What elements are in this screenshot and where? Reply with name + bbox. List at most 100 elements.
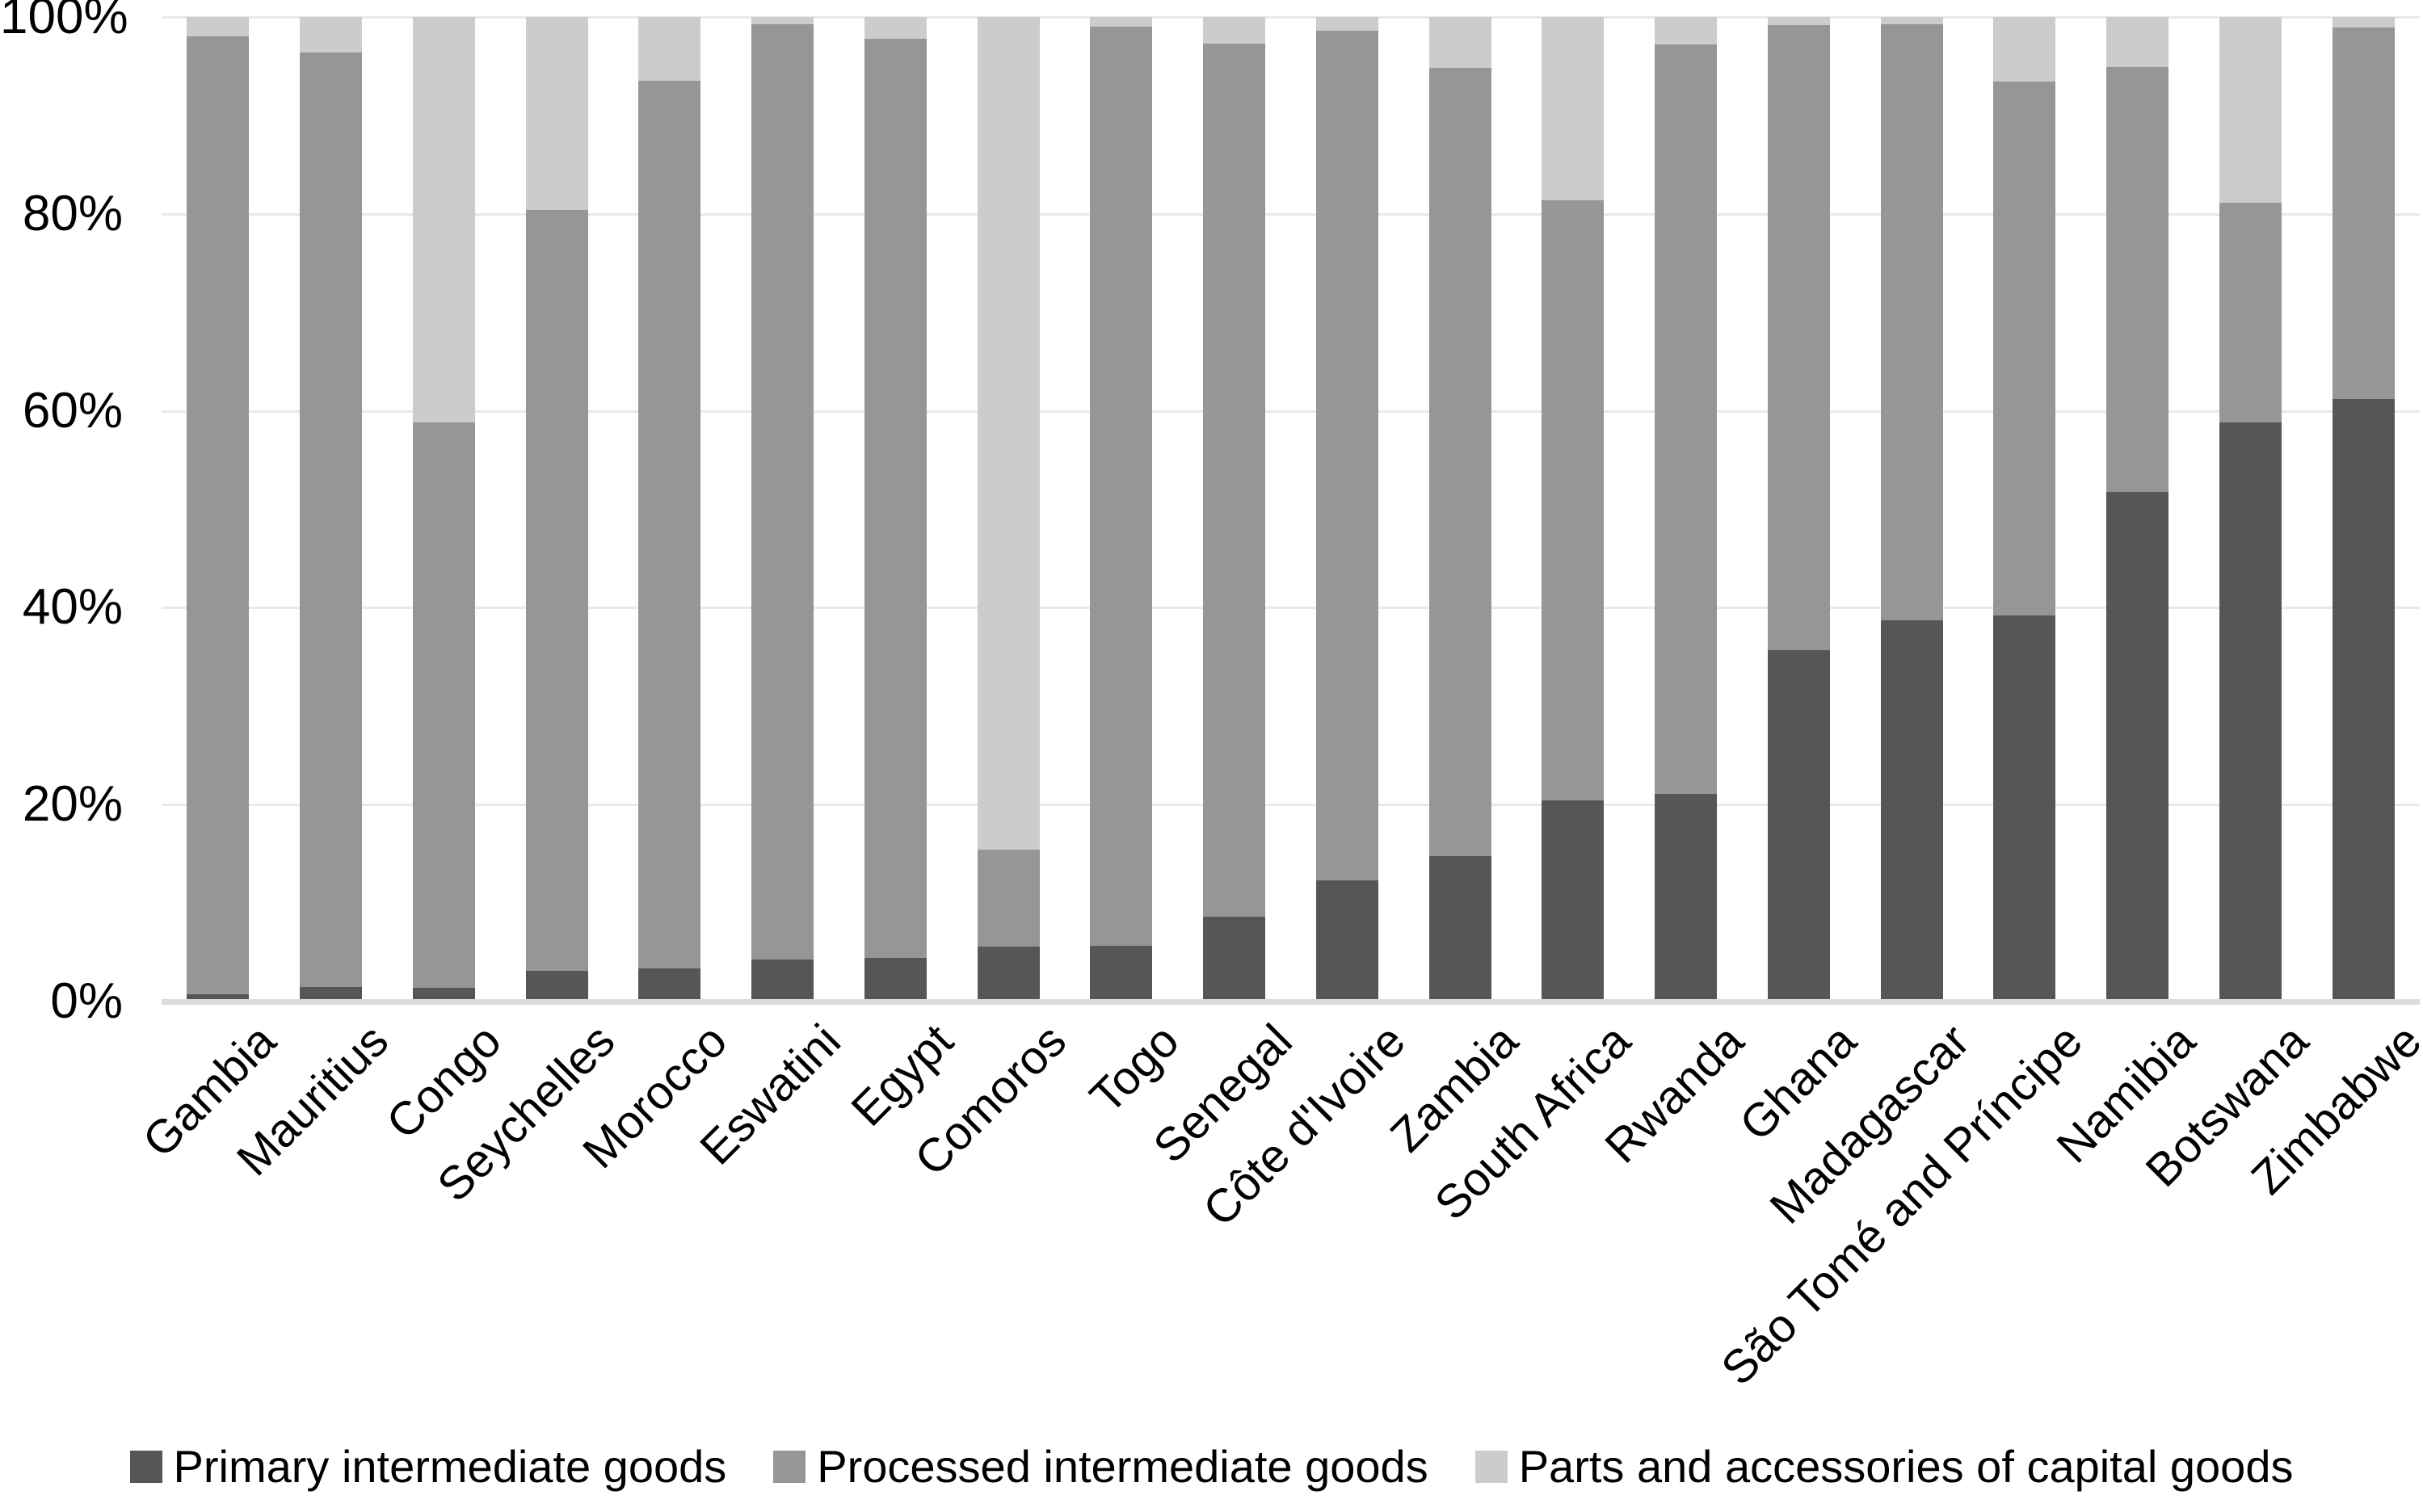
bar-segment-processed xyxy=(1203,43,1266,918)
bar-column-17 xyxy=(2081,17,2194,1002)
bar-segment-processed xyxy=(187,36,250,995)
bar-column-7 xyxy=(952,17,1065,1002)
y-axis-tick-label: 20% xyxy=(22,776,123,833)
bar-segment-parts xyxy=(751,17,814,24)
bar-segment-primary xyxy=(1203,917,1266,1002)
bar-segment-primary xyxy=(1993,615,2056,1002)
bar-segment-primary xyxy=(1655,793,1718,1002)
bar-segment-parts xyxy=(187,17,250,37)
bar-segment-parts xyxy=(1203,17,1266,44)
stacked-bar xyxy=(300,17,363,1002)
stacked-bar xyxy=(638,17,701,1002)
bar-column-11 xyxy=(1403,17,1516,1002)
legend: Primary intermediate goods Processed inte… xyxy=(0,1443,2423,1491)
bar-segment-processed xyxy=(525,209,588,972)
bar-segment-primary xyxy=(2332,398,2395,1002)
stacked-bar xyxy=(1428,17,1491,1002)
bar-segment-primary xyxy=(525,971,588,1002)
bar-segment-parts xyxy=(864,17,927,39)
bar-column-8 xyxy=(1065,17,1178,1002)
bar-segment-processed xyxy=(412,422,475,988)
bar-segment-parts xyxy=(2106,17,2169,68)
bar-segment-processed xyxy=(864,38,927,959)
legend-label: Parts and accessories of capital goods xyxy=(1518,1441,2294,1492)
stacked-bar xyxy=(1090,17,1153,1002)
bar-segment-processed xyxy=(1315,31,1378,881)
stacked-bar xyxy=(2106,17,2169,1002)
bar-segment-processed xyxy=(638,81,701,968)
bar-segment-primary xyxy=(977,946,1040,1002)
legend-swatch-icon xyxy=(773,1451,806,1483)
bar-segment-primary xyxy=(300,986,363,1002)
x-axis-line xyxy=(162,999,2420,1005)
y-axis-tick-label: 100% xyxy=(0,0,128,44)
legend-label: Primary intermediate goods xyxy=(173,1441,727,1492)
bar-segment-processed xyxy=(977,850,1040,947)
bar-segment-primary xyxy=(1542,800,1605,1002)
stacked-bar xyxy=(1315,17,1378,1002)
legend-swatch-icon xyxy=(129,1451,162,1483)
stacked-bar xyxy=(751,17,814,1002)
y-axis-tick-label: 40% xyxy=(22,579,123,636)
bar-segment-primary xyxy=(638,968,701,1002)
stacked-bar xyxy=(525,17,588,1002)
bar-segment-primary xyxy=(2106,491,2169,1002)
bar-segment-parts xyxy=(638,17,701,82)
bar-segment-processed xyxy=(751,23,814,960)
y-axis-tick-label: 0% xyxy=(50,973,123,1029)
gridline-100 xyxy=(162,16,2420,19)
bar-segment-parts xyxy=(1655,17,1718,45)
bar-segment-parts xyxy=(412,17,475,423)
gridline-80 xyxy=(162,212,2420,216)
bar-segment-primary xyxy=(187,994,250,1002)
bar-column-14 xyxy=(1743,17,1856,1002)
bar-segment-processed xyxy=(2332,27,2395,399)
legend-label: Processed intermediate goods xyxy=(817,1441,1428,1492)
plot-area xyxy=(162,16,2420,1002)
stacked-bar xyxy=(2332,17,2395,1002)
bar-column-4 xyxy=(613,17,726,1002)
bar-segment-parts xyxy=(1090,17,1153,27)
bar-column-12 xyxy=(1516,17,1630,1002)
bar-segment-parts xyxy=(2219,17,2282,204)
bar-column-10 xyxy=(1291,17,1404,1002)
legend-swatch-icon xyxy=(1474,1451,1508,1483)
bar-segment-processed xyxy=(1880,23,1943,621)
bar-segment-processed xyxy=(300,52,363,987)
bars-container xyxy=(162,17,2420,1002)
bar-segment-processed xyxy=(1428,68,1491,856)
bar-segment-parts xyxy=(1542,17,1605,200)
stacked-bar xyxy=(1203,17,1266,1002)
bar-segment-parts xyxy=(1880,17,1943,24)
bar-column-3 xyxy=(500,17,613,1002)
y-axis-tick-label: 80% xyxy=(22,185,123,242)
legend-item-primary: Primary intermediate goods xyxy=(129,1441,727,1492)
bar-segment-parts xyxy=(1315,17,1378,32)
bar-segment-parts xyxy=(2332,17,2395,28)
bar-column-18 xyxy=(2194,17,2307,1002)
stacked-bar xyxy=(412,17,475,1002)
bar-column-9 xyxy=(1178,17,1291,1002)
stacked-bar xyxy=(187,17,250,1002)
bar-segment-primary xyxy=(1880,620,1943,1002)
bar-segment-processed xyxy=(1993,82,2056,616)
bar-segment-processed xyxy=(1090,27,1153,946)
gridline-60 xyxy=(162,410,2420,413)
bar-segment-parts xyxy=(1993,17,2056,82)
bar-segment-primary xyxy=(1315,880,1378,1002)
bar-column-15 xyxy=(1855,17,1968,1002)
bar-segment-primary xyxy=(751,959,814,1002)
bar-column-6 xyxy=(839,17,953,1002)
stacked-bar xyxy=(864,17,927,1002)
bar-segment-primary xyxy=(2219,422,2282,1002)
stacked-bar xyxy=(977,17,1040,1002)
bar-segment-primary xyxy=(1428,855,1491,1002)
bar-segment-primary xyxy=(1090,945,1153,1002)
legend-item-parts: Parts and accessories of capital goods xyxy=(1474,1441,2294,1492)
bar-column-1 xyxy=(275,17,388,1002)
bar-segment-processed xyxy=(1655,44,1718,794)
stacked-bar xyxy=(1880,17,1943,1002)
bar-segment-parts xyxy=(1767,17,1830,25)
bar-segment-processed xyxy=(1767,24,1830,650)
